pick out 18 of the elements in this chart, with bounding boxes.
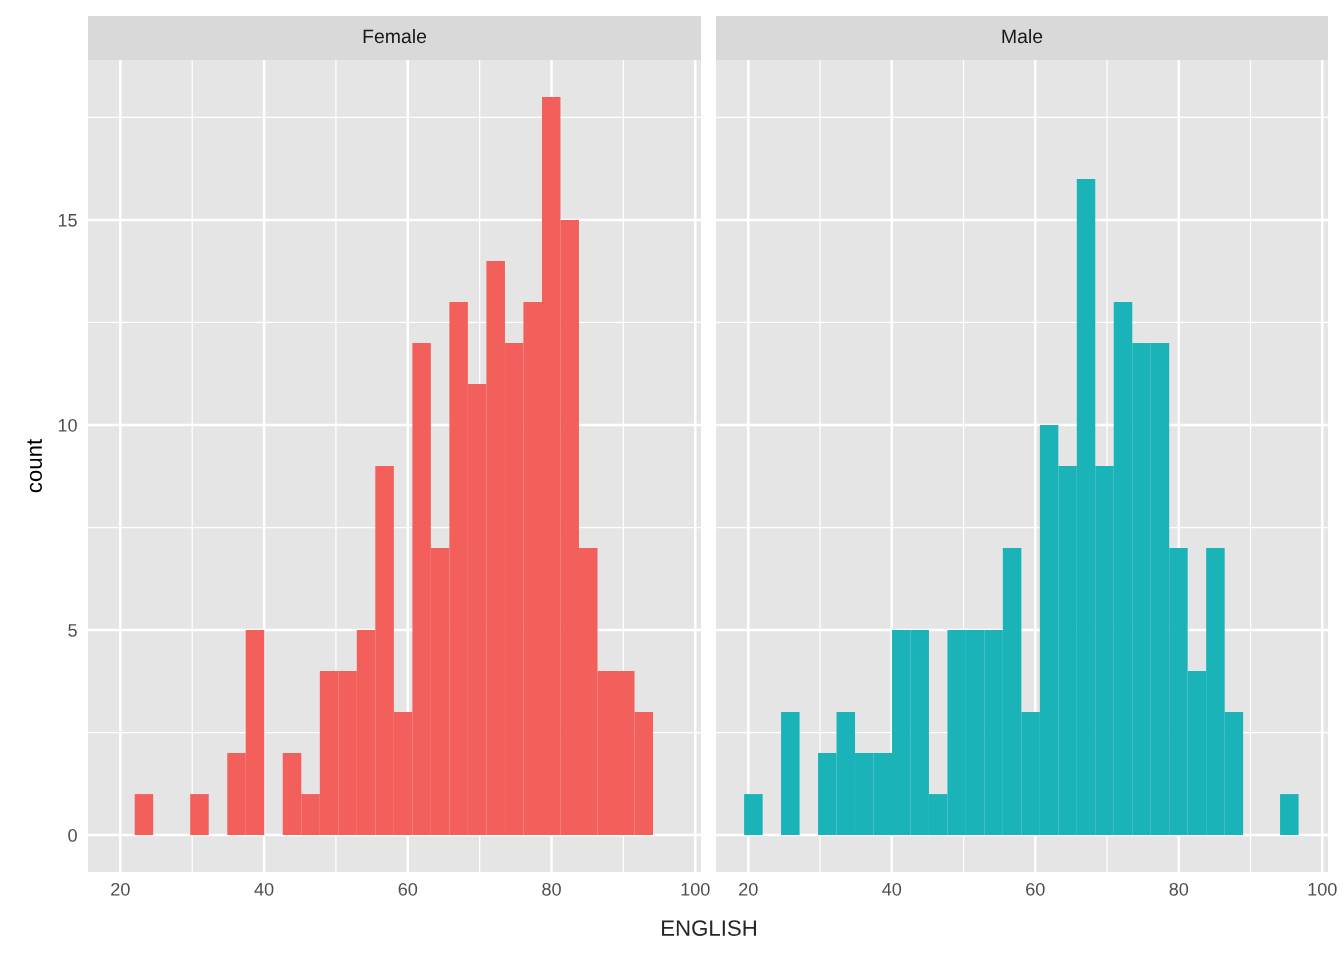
y-tick-label: 0	[68, 829, 77, 842]
x-tick-label: 80	[1169, 882, 1189, 896]
x-tick-label: 100	[1308, 882, 1337, 896]
y-axis-title: count	[27, 438, 42, 493]
y-tick-label: 10	[58, 418, 77, 432]
x-tick-label: 80	[542, 882, 561, 896]
x-tick-label: 100	[681, 882, 710, 896]
x-tick-label: 60	[398, 882, 418, 896]
x-tick-label: 20	[739, 882, 758, 896]
y-tick-label: 5	[68, 624, 77, 637]
x-tick-label: 60	[1026, 882, 1045, 896]
chart-title: Male	[1002, 28, 1043, 44]
x-tick-label: 40	[882, 882, 902, 896]
x-axis-title: ENGLISH	[662, 920, 756, 936]
x-tick-label: 20	[111, 882, 130, 896]
chart-title: Female	[363, 28, 427, 44]
x-tick-label: 40	[254, 882, 274, 896]
y-tick-label: 15	[58, 214, 77, 227]
